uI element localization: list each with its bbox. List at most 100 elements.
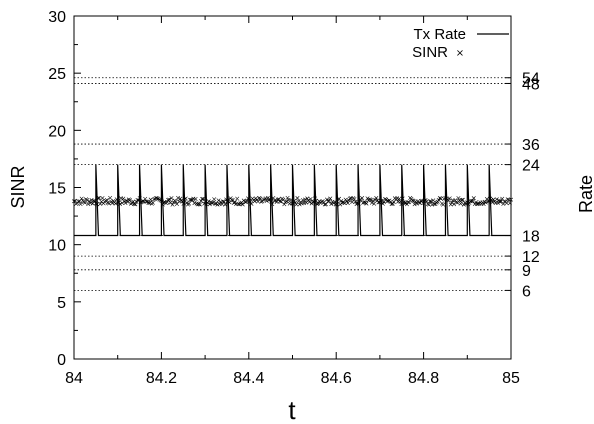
sinr-point: [303, 197, 308, 202]
sinr-point: [447, 196, 452, 201]
sinr-point: [123, 201, 128, 206]
sinr-point: [173, 199, 178, 204]
sinr-point: [471, 196, 476, 201]
sinr-point: [231, 200, 236, 205]
sinr-point: [166, 197, 171, 202]
sinr-point: [369, 200, 374, 205]
tx-rate-line: [74, 164, 511, 237]
x-tick-label: 84.4: [233, 370, 264, 387]
sinr-point: [209, 201, 215, 206]
sinr-point: [449, 200, 454, 205]
sinr-point: [87, 199, 92, 204]
sinr-point: [108, 195, 113, 200]
rate-tick-label: 9: [522, 263, 531, 280]
sinr-point: [144, 199, 149, 204]
sinr-point: [459, 197, 464, 202]
sinr-point: [223, 202, 228, 207]
sinr-point: [372, 201, 377, 206]
sinr-point: [265, 195, 270, 200]
sinr-point: [79, 196, 84, 201]
sinr-point: [151, 197, 156, 202]
sinr-point: [220, 199, 225, 204]
sinr-point: [261, 197, 266, 202]
sinr-point: [207, 202, 212, 207]
sinr-point: [120, 201, 125, 206]
sinr-point: [213, 201, 218, 206]
y-axis-title: SINR: [8, 165, 28, 208]
y-tick-label: 20: [48, 123, 66, 140]
sinr-point: [305, 196, 310, 201]
sinr-point: [350, 200, 355, 205]
sinr-point: [374, 196, 379, 201]
sinr-point: [110, 201, 115, 206]
rate-tick-label: 54: [522, 71, 540, 88]
x-tick-label: 84: [65, 370, 83, 387]
sinr-point: [469, 198, 474, 204]
rate-tick-label: 36: [522, 137, 540, 154]
sinr-point: [297, 202, 302, 207]
sinr-point: [131, 199, 136, 204]
y-axis: 0 5 10 15 20 25 30: [48, 9, 81, 369]
sinr-point: [410, 198, 415, 203]
sinr-point: [495, 200, 500, 205]
sinr-point: [494, 197, 499, 202]
sinr-point: [176, 195, 181, 200]
sinr-point: [481, 201, 486, 206]
sinr-point: [98, 201, 103, 206]
legend-label-sinr: SINR: [412, 44, 448, 61]
sinr-point: [388, 200, 393, 205]
sinr-point: [307, 199, 312, 204]
sinr-point: [236, 202, 241, 207]
sinr-point: [326, 199, 331, 204]
sinr-point: [432, 201, 437, 206]
sinr-point: [437, 196, 442, 201]
y-tick-label: 15: [48, 181, 66, 198]
rate-tick-label: 12: [522, 249, 540, 266]
sinr-point: [242, 199, 247, 204]
sinr-point: [154, 195, 159, 201]
sinr-point: [89, 198, 94, 203]
sinr-point: [229, 197, 234, 202]
sinr-point: [169, 196, 174, 201]
sinr-point: [344, 199, 349, 204]
sinr-point: [193, 196, 198, 201]
rate-tick-label: 6: [522, 283, 531, 300]
sinr-point: [252, 199, 257, 204]
sinr-point: [272, 198, 277, 203]
sinr-point: [113, 201, 118, 206]
sinr-point: [441, 202, 446, 207]
sinr-point: [134, 199, 139, 204]
sinr-point: [347, 196, 353, 201]
sinr-series: [71, 195, 514, 207]
sinr-point: [294, 202, 299, 207]
sinr-point: [426, 202, 431, 207]
sinr-point: [240, 202, 245, 207]
sinr-point: [91, 198, 96, 203]
rate-tick-label: 24: [522, 158, 540, 175]
y2-axis-title: Rate: [576, 175, 594, 213]
sinr-point: [147, 201, 152, 206]
sinr-point: [99, 199, 104, 204]
sinr-point: [257, 196, 262, 201]
sinr-point: [386, 199, 391, 204]
y-tick-label: 25: [48, 66, 66, 83]
sinr-point: [491, 197, 496, 202]
y-tick-label: 5: [57, 295, 66, 312]
sinr-point: [282, 202, 287, 207]
sinr-point: [322, 202, 327, 207]
sinr-point: [353, 199, 358, 204]
sinr-point: [167, 197, 172, 202]
rate-tick-label: 18: [522, 229, 540, 246]
sinr-point: [328, 196, 333, 201]
sinr-point: [285, 195, 290, 200]
x-axis-title: t: [288, 395, 296, 424]
sinr-point: [143, 196, 148, 201]
sinr-point: [197, 202, 202, 207]
sinr-point: [170, 202, 175, 207]
x-tick-label: 85: [502, 370, 520, 387]
sinr-point: [498, 199, 503, 204]
sinr-point: [200, 196, 205, 201]
y-tick-label: 30: [48, 9, 66, 26]
sinr-point: [448, 202, 453, 207]
